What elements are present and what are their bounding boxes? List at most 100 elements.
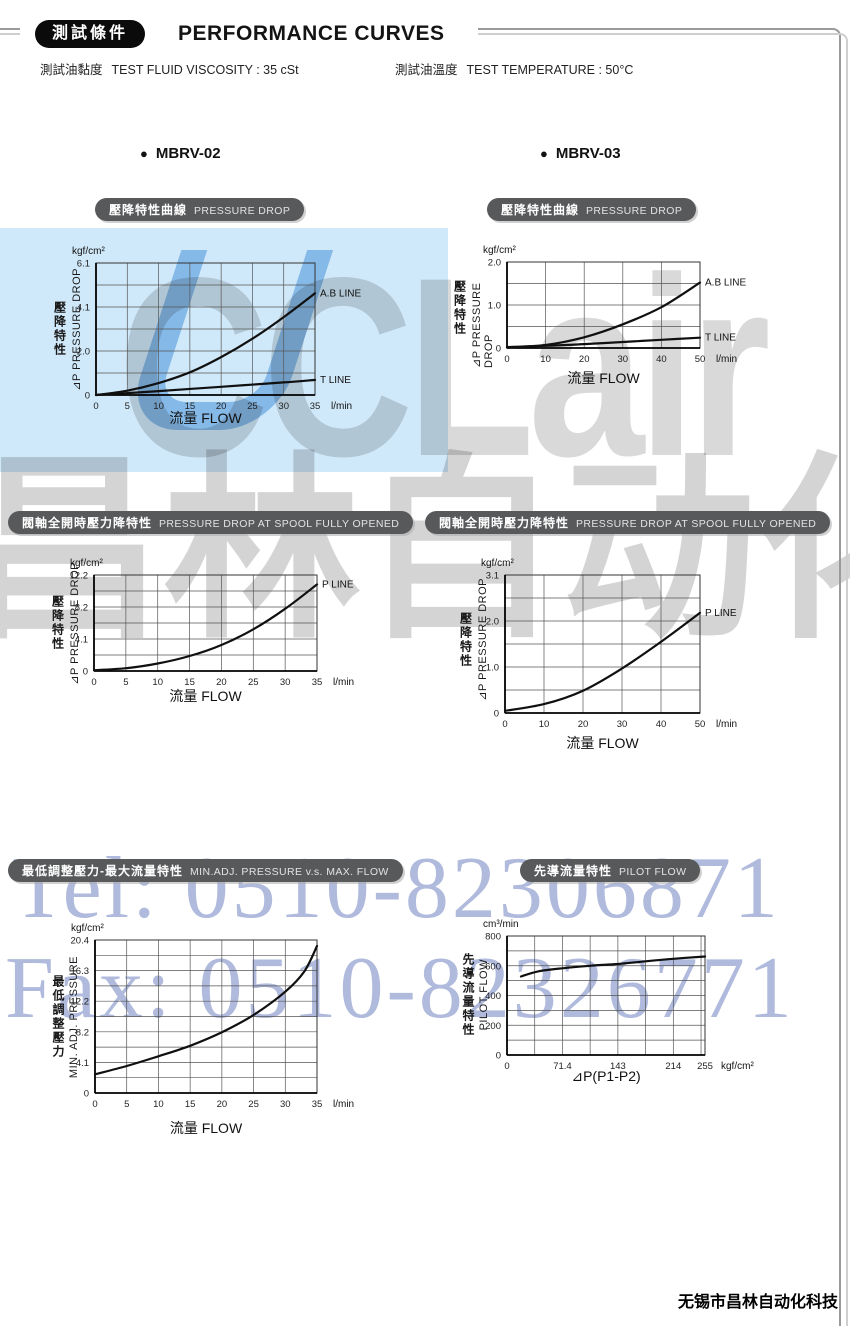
condition-temperature: 測試油溫度 TEST TEMPERATURE : 50°C	[395, 59, 633, 78]
svg-text:20: 20	[216, 677, 227, 688]
section-badge-pilot-flow: 先導流量特性 PILOT FLOW	[520, 859, 701, 882]
svg-text:8.2: 8.2	[75, 603, 88, 614]
svg-text:20: 20	[216, 401, 227, 412]
svg-text:5: 5	[124, 1099, 129, 1110]
svg-text:40: 40	[656, 354, 667, 365]
svg-text:4.1: 4.1	[75, 634, 88, 645]
svg-text:A.B LINE: A.B LINE	[705, 278, 746, 289]
chart-mbrv02-min-adj-pressure: 0 4.1 8.2 12.2 16.3 20.4 0 5 10 15 20 25 30 35 l/min kg…	[71, 923, 355, 1110]
x-axis-title-chart2: 流量 FLOW	[567, 370, 640, 386]
watermark-blue-box	[0, 228, 448, 472]
svg-text:2.0: 2.0	[488, 258, 501, 269]
svg-text:0: 0	[504, 354, 509, 365]
svg-text:0: 0	[85, 391, 90, 402]
condition-viscosity: 測試油黏度 TEST FLUID VISCOSITY : 35 cSt	[40, 59, 299, 78]
svg-text:0: 0	[91, 677, 96, 688]
chart-mbrv03-spool-opened: 0 1.0 2.0 3.1 0 10 20 30 40 50 l/min kgf/cm² P LINE	[481, 558, 737, 730]
chart-mbrv03-pilot-flow: 0 200 400 600 800 0 71.4 143 214 255 kgf/cm² cm³/mi…	[483, 919, 754, 1072]
test-conditions-badge: 測試條件	[35, 20, 146, 48]
y-axis-label-chart1: 壓降特性 ⊿P PRESSURE DROP	[44, 256, 90, 402]
section-badge-en: PRESSURE DROP AT SPOOL FULLY OPENED	[576, 518, 817, 530]
svg-text:10: 10	[153, 401, 164, 412]
svg-text:P LINE: P LINE	[705, 608, 737, 619]
svg-text:16.3: 16.3	[71, 966, 90, 977]
section-badge-zh: 閥軸全開時壓力降特性	[439, 516, 570, 530]
footer-company-name: 无锡市昌林自动化科技	[677, 1294, 838, 1311]
svg-text:5: 5	[125, 401, 130, 412]
svg-text:600: 600	[485, 961, 501, 972]
section-badge-spool-opened-03: 閥軸全開時壓力降特性 PRESSURE DROP AT SPOOL FULLY O…	[425, 511, 831, 534]
section-badge-pressure-drop-02: 壓降特性曲線 PRESSURE DROP	[95, 198, 305, 221]
page-frame-outer-line	[478, 33, 848, 1326]
svg-text:l/min: l/min	[331, 401, 352, 412]
condition-temperature-en: TEST TEMPERATURE : 50°C	[466, 63, 634, 77]
y-axis-label-chart3: 壓降特性 ⊿P PRESSURE DROP	[42, 560, 88, 686]
svg-text:1.0: 1.0	[486, 663, 499, 674]
svg-text:30: 30	[280, 1099, 291, 1110]
svg-text:kgf/cm²: kgf/cm²	[721, 1061, 754, 1072]
condition-temperature-zh: 測試油溫度	[395, 63, 458, 77]
model-label: MBRV-03	[555, 145, 621, 162]
svg-text:10: 10	[540, 354, 551, 365]
section-badge-zh: 壓降特性曲線	[501, 203, 580, 217]
svg-text:12.2: 12.2	[71, 997, 90, 1008]
svg-text:kgf/cm²: kgf/cm²	[72, 246, 105, 257]
section-badge-en: PRESSURE DROP	[586, 205, 683, 217]
svg-text:P LINE: P LINE	[322, 579, 354, 590]
svg-text:800: 800	[485, 932, 501, 943]
y-axis-label-chart5: 最低調整壓力 MIN. ADJ. PRESSURE	[40, 938, 90, 1096]
model-label: MBRV-02	[155, 145, 221, 162]
y-axis-label-chart2: 壓降特性 ⊿P PRESSURE DROP	[450, 248, 496, 368]
svg-text:35: 35	[312, 1099, 323, 1110]
svg-text:30: 30	[278, 401, 289, 412]
section-badge-en: PRESSURE DROP	[194, 205, 291, 217]
svg-text:71.4: 71.4	[553, 1061, 572, 1072]
svg-text:0: 0	[502, 719, 507, 730]
section-badge-spool-opened-02: 閥軸全開時壓力降特性 PRESSURE DROP AT SPOOL FULLY O…	[8, 511, 414, 534]
svg-text:T LINE: T LINE	[705, 333, 736, 344]
model-header-mbrv03: ● MBRV-03	[540, 145, 621, 162]
svg-text:30: 30	[617, 719, 628, 730]
svg-text:10: 10	[153, 1099, 164, 1110]
svg-text:6.1: 6.1	[77, 259, 90, 270]
svg-text:0: 0	[496, 1051, 501, 1062]
svg-text:0: 0	[92, 1099, 97, 1110]
section-badge-min-adj-pressure: 最低調整壓力-最大流量特性 MIN.ADJ. PRESSURE v.s. MAX.…	[8, 859, 403, 882]
svg-text:4.1: 4.1	[77, 302, 90, 313]
svg-text:20: 20	[217, 1099, 228, 1110]
svg-text:3.1: 3.1	[486, 571, 499, 582]
svg-text:kgf/cm²: kgf/cm²	[483, 245, 516, 256]
svg-text:20.4: 20.4	[71, 936, 90, 947]
svg-text:0: 0	[504, 1061, 509, 1072]
svg-text:214: 214	[665, 1061, 681, 1072]
x-axis-title-chart5: 流量 FLOW	[169, 1120, 243, 1136]
section-badge-en: PRESSURE DROP AT SPOOL FULLY OPENED	[159, 518, 400, 530]
x-axis-title-chart4: 流量 FLOW	[566, 735, 639, 751]
svg-text:12.2: 12.2	[70, 571, 89, 582]
page-frame-inner-line	[478, 28, 841, 1326]
chart-mbrv03-pressure-drop: 0 1.0 2.0 0 10 20 30 40 50 l/min kgf/cm² A.B LINE T …	[483, 245, 746, 365]
svg-text:A.B LINE: A.B LINE	[320, 288, 361, 299]
svg-text:0: 0	[83, 667, 88, 678]
y-axis-label-zh: 先導流量特性	[461, 953, 475, 1037]
section-badge-zh: 閥軸全開時壓力降特性	[22, 516, 153, 530]
title-left-rule-light	[0, 33, 20, 35]
svg-text:40: 40	[656, 719, 667, 730]
svg-text:0: 0	[496, 344, 501, 355]
svg-text:255: 255	[697, 1061, 713, 1072]
x-axis-title-chart3: 流量 FLOW	[169, 688, 242, 704]
svg-text:5: 5	[123, 677, 128, 688]
x-axis-title-chart1: 流量 FLOW	[169, 410, 242, 426]
svg-text:10: 10	[152, 677, 163, 688]
svg-text:143: 143	[610, 1061, 626, 1072]
section-badge-en: PILOT FLOW	[619, 866, 687, 878]
svg-text:2.0: 2.0	[77, 347, 90, 358]
svg-text:15: 15	[185, 1099, 196, 1110]
svg-text:50: 50	[695, 354, 706, 365]
svg-text:25: 25	[247, 401, 258, 412]
chart-mbrv02-spool-opened: 0 4.1 8.2 12.2 0 5 10 15 20 25 30 35 l/min kgf/cm² P L…	[70, 558, 355, 688]
section-badge-zh: 最低調整壓力-最大流量特性	[22, 864, 183, 878]
svg-text:200: 200	[485, 1021, 501, 1032]
svg-text:4.1: 4.1	[76, 1058, 89, 1069]
svg-text:15: 15	[185, 401, 196, 412]
